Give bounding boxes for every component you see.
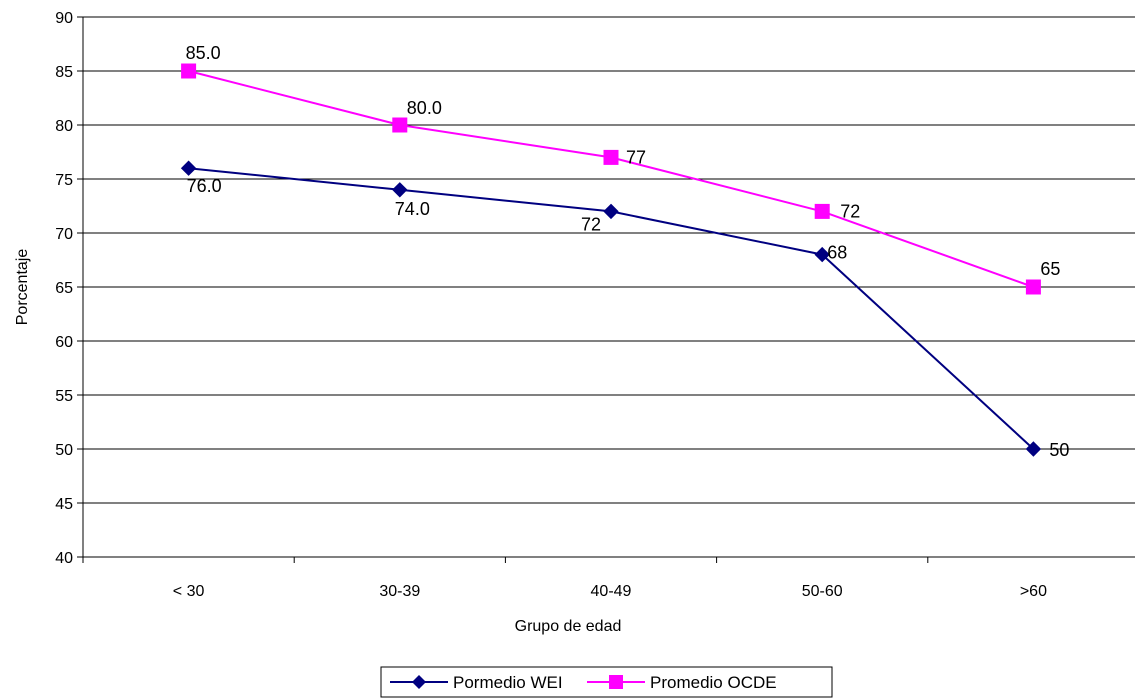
legend-marker (412, 675, 426, 689)
data-point (180, 160, 197, 176)
legend-item-ocde: Promedio OCDE (587, 673, 777, 692)
series-wei: 76.0 74.0 72 68 50 (180, 160, 1069, 460)
data-point (603, 149, 619, 165)
data-point (814, 203, 830, 219)
series-ocde: 85.0 80.0 77 72 65 (181, 43, 1060, 295)
data-point (392, 182, 408, 198)
x-tick-label: >60 (1020, 583, 1047, 600)
data-point (1025, 441, 1042, 457)
x-tick-labels: < 30 30-39 40-49 50-60 >60 (173, 583, 1047, 600)
data-point (181, 63, 197, 79)
legend-label: Pormedio WEI (453, 673, 563, 692)
data-label: 72 (840, 201, 860, 221)
y-tick-label: 90 (55, 10, 73, 27)
y-axis-title: Porcentaje (14, 249, 31, 326)
data-label: 68 (827, 243, 847, 263)
legend-marker (609, 675, 623, 689)
data-label: 65 (1040, 259, 1060, 279)
y-tick-label: 75 (55, 172, 73, 189)
y-tick-label: 50 (55, 442, 73, 459)
x-tick-label: 40-49 (591, 583, 632, 600)
series-group: 76.0 74.0 72 68 50 85.0 80.0 77 72 65 (180, 43, 1069, 460)
y-tick-label: 80 (55, 118, 73, 135)
data-label: 77 (626, 147, 646, 167)
legend-label: Promedio OCDE (650, 673, 777, 692)
x-tick-label: 30-39 (379, 583, 420, 600)
data-point (392, 117, 408, 133)
y-tick-labels: 40 45 50 55 60 65 70 75 80 85 90 (55, 10, 73, 567)
x-axis-title: Grupo de edad (515, 618, 622, 635)
data-point (603, 203, 619, 220)
gridlines (83, 16, 1135, 504)
axes (77, 16, 1135, 563)
data-label: 72 (581, 214, 601, 234)
y-tick-label: 65 (55, 280, 73, 297)
x-tick-label: 50-60 (802, 583, 843, 600)
y-tick-label: 45 (55, 496, 73, 513)
data-point (814, 246, 830, 263)
data-label: 80.0 (407, 98, 442, 118)
y-tick-label: 60 (55, 334, 73, 351)
y-tick-label: 55 (55, 388, 73, 405)
y-tick-label: 85 (55, 64, 73, 81)
data-point (1025, 279, 1041, 295)
x-tick-label: < 30 (173, 583, 205, 600)
data-label: 50 (1049, 440, 1069, 460)
legend-item-wei: Pormedio WEI (390, 673, 563, 692)
legend: Pormedio WEI Promedio OCDE (380, 666, 833, 698)
data-label: 85.0 (186, 43, 221, 63)
y-tick-label: 40 (55, 550, 73, 567)
data-label: 74.0 (395, 199, 430, 219)
data-label: 76.0 (187, 176, 222, 196)
y-tick-label: 70 (55, 226, 73, 243)
